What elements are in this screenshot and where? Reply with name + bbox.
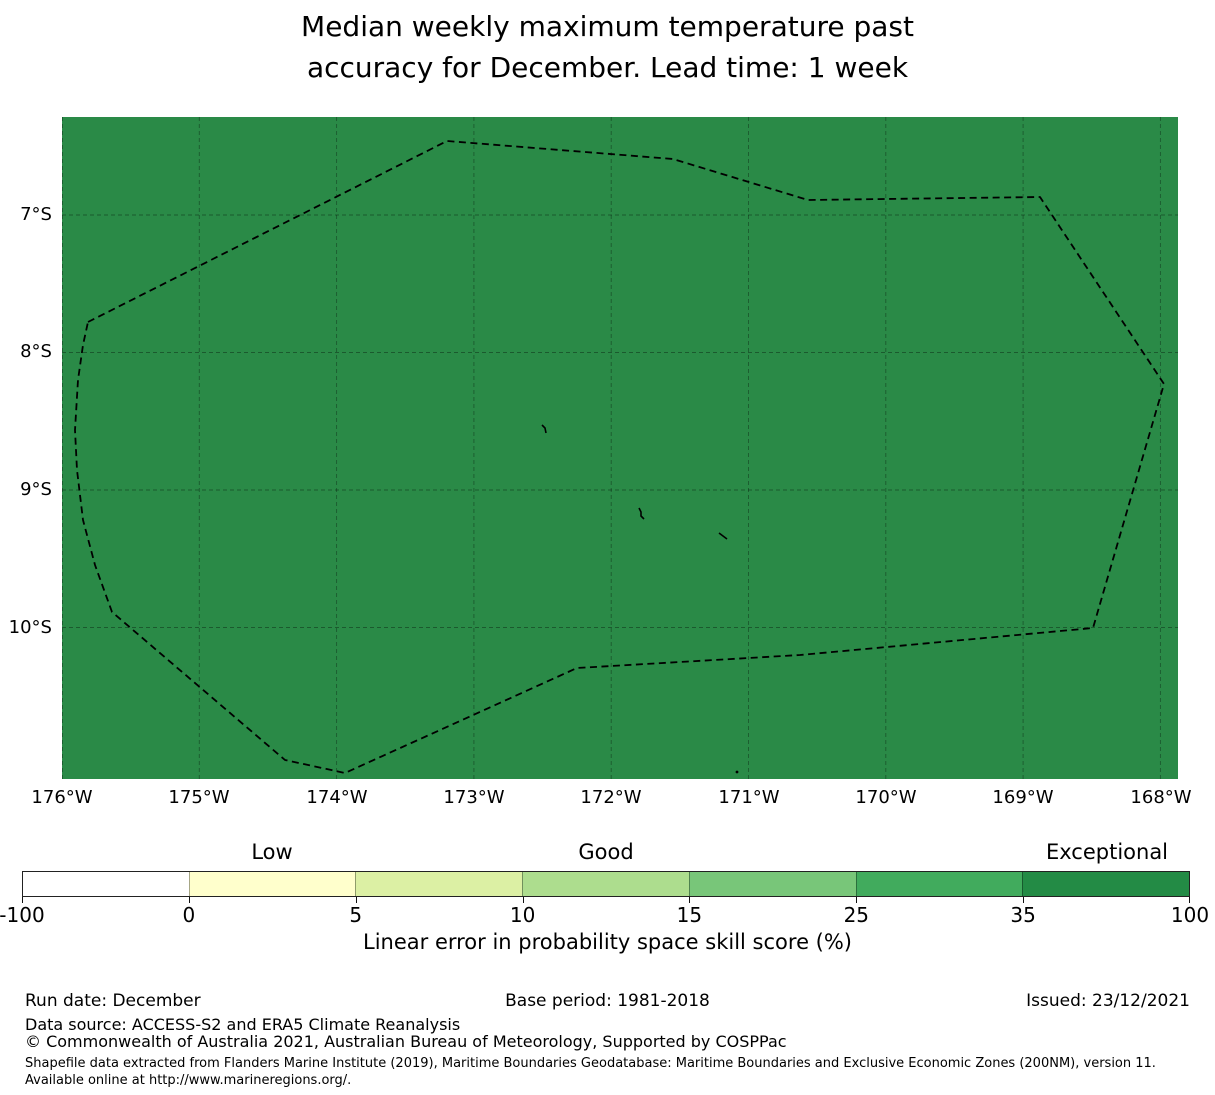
chart-title-line2: accuracy for December. Lead time: 1 week <box>306 51 909 84</box>
colorbar-tick <box>1023 897 1025 903</box>
colorbar-tick <box>522 897 524 903</box>
colorbar-area: Low Good Exceptional -100 0 5 10 15 25 3… <box>0 840 1209 931</box>
colorbar <box>22 871 1190 897</box>
colorbar-tick-label: 35 <box>1010 903 1036 927</box>
eez-boundary-path <box>74 140 1165 774</box>
colorbar-tick <box>22 897 23 903</box>
island-speck <box>735 770 739 774</box>
colorbar-tick-label: 5 <box>349 903 363 927</box>
colorbar-segment <box>23 872 189 896</box>
x-tick-label: 175°W <box>168 787 230 808</box>
base-period-label: Base period: 1981-2018 <box>505 991 710 1011</box>
chart-title: Median weekly maximum temperature past a… <box>0 6 1215 88</box>
copyright-label: © Commonwealth of Australia 2021, Austra… <box>25 1032 787 1051</box>
map-canvas <box>62 117 1178 779</box>
colorbar-tick-label: 100 <box>1170 903 1210 927</box>
colorbar-category-low: Low <box>251 840 293 864</box>
x-tick-label: 173°W <box>443 787 505 808</box>
colorbar-tick-label: 0 <box>182 903 196 927</box>
colorbar-segment <box>688 872 856 896</box>
colorbar-segment <box>522 872 689 896</box>
island-speck <box>718 532 728 540</box>
colorbar-segment <box>855 872 1023 896</box>
x-tick-label: 169°W <box>992 787 1054 808</box>
colorbar-tick <box>188 897 190 903</box>
x-tick-label: 170°W <box>855 787 917 808</box>
colorbar-segment <box>355 872 523 896</box>
colorbar-caption: Linear error in probability space skill … <box>363 930 852 954</box>
x-tick-label: 174°W <box>306 787 368 808</box>
x-tick-label: 171°W <box>718 787 780 808</box>
run-date-label: Run date: December <box>25 991 201 1011</box>
colorbar-tick-label: -100 <box>0 903 45 927</box>
colorbar-segment <box>1022 872 1190 896</box>
y-tick-label: 8°S <box>20 341 52 362</box>
colorbar-category-good: Good <box>578 840 634 864</box>
x-tick-label: 172°W <box>580 787 642 808</box>
colorbar-tick-label: 10 <box>509 903 536 927</box>
colorbar-tick-label: 15 <box>676 903 703 927</box>
x-tick-label: 176°W <box>31 787 93 808</box>
data-source-label: Data source: ACCESS-S2 and ERA5 Climate … <box>25 1015 461 1034</box>
colorbar-category-exceptional: Exceptional <box>1045 840 1169 864</box>
colorbar-tick <box>1189 897 1190 903</box>
issued-date-label: Issued: 23/12/2021 <box>1026 991 1190 1011</box>
y-tick-label: 9°S <box>20 479 52 500</box>
map-plot-area <box>62 117 1178 779</box>
chart-title-line1: Median weekly maximum temperature past <box>301 10 914 43</box>
colorbar-tick <box>355 897 357 903</box>
y-tick-label: 7°S <box>20 204 52 225</box>
colorbar-tick <box>689 897 691 903</box>
island-speck <box>541 424 547 434</box>
shapefile-note-label: Shapefile data extracted from Flanders M… <box>25 1056 1156 1088</box>
island-speck <box>638 507 645 520</box>
colorbar-tick-label: 25 <box>843 903 870 927</box>
grid <box>62 117 1178 779</box>
colorbar-segment <box>188 872 356 896</box>
y-tick-label: 10°S <box>8 617 52 638</box>
colorbar-tick <box>856 897 858 903</box>
x-tick-label: 168°W <box>1130 787 1192 808</box>
